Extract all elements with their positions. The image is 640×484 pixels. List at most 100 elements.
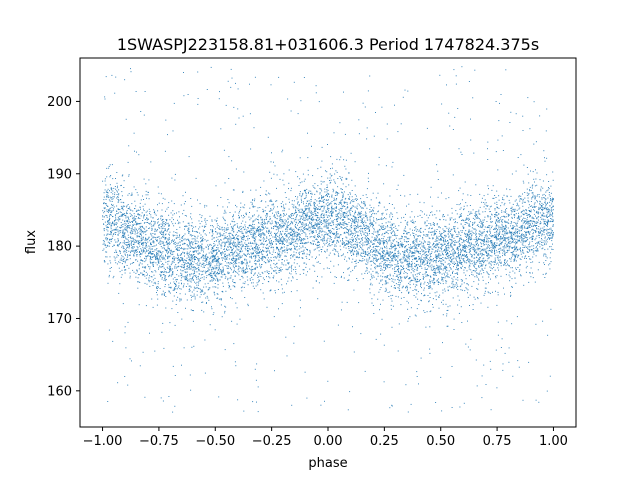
data-point — [483, 261, 485, 263]
data-point — [425, 271, 427, 272]
data-point — [473, 250, 475, 252]
data-point — [317, 245, 319, 247]
data-point — [269, 259, 271, 261]
data-point — [445, 269, 447, 271]
data-point — [456, 222, 458, 224]
data-point — [331, 211, 332, 213]
data-point — [262, 250, 264, 252]
data-point — [161, 219, 163, 221]
data-point — [197, 241, 199, 243]
data-point — [308, 192, 309, 193]
data-point — [232, 260, 234, 261]
data-point — [382, 233, 384, 235]
data-point — [400, 276, 402, 278]
data-point — [256, 363, 258, 365]
data-point — [198, 244, 200, 246]
data-point — [234, 251, 236, 253]
data-point — [387, 253, 389, 255]
data-point — [156, 244, 157, 246]
data-point — [222, 241, 224, 243]
data-point — [535, 178, 537, 180]
data-point — [361, 217, 363, 219]
data-point — [316, 190, 318, 192]
data-point — [107, 241, 109, 243]
data-point — [312, 227, 314, 229]
data-point — [252, 269, 253, 270]
data-point — [313, 236, 315, 238]
data-point — [303, 203, 304, 205]
data-point — [354, 236, 355, 238]
data-point — [521, 234, 522, 236]
data-point — [416, 244, 418, 246]
data-point — [420, 228, 421, 230]
data-point — [402, 261, 404, 263]
data-point — [307, 229, 309, 230]
data-point — [443, 241, 445, 243]
data-point — [358, 220, 360, 222]
data-point — [394, 267, 396, 269]
data-point — [223, 248, 225, 250]
data-point — [455, 221, 456, 223]
data-point — [132, 250, 134, 252]
data-point — [243, 214, 244, 216]
data-point — [234, 285, 235, 287]
data-point — [262, 222, 263, 223]
data-point — [335, 210, 337, 212]
data-point — [254, 198, 256, 200]
data-point — [177, 253, 178, 255]
data-point — [261, 243, 263, 245]
data-point — [185, 191, 186, 193]
data-point — [286, 239, 288, 241]
data-point — [345, 178, 347, 180]
data-point — [266, 194, 268, 196]
data-point — [405, 259, 407, 261]
data-point — [286, 226, 288, 228]
data-point — [222, 252, 224, 254]
data-point — [518, 205, 520, 207]
data-point — [296, 233, 298, 235]
data-point — [481, 249, 483, 250]
data-point — [529, 258, 530, 260]
data-point — [523, 214, 525, 216]
data-point — [286, 283, 287, 285]
data-point — [411, 264, 413, 266]
data-point — [539, 115, 541, 117]
data-point — [314, 193, 316, 195]
data-point — [270, 242, 272, 244]
data-point — [550, 192, 552, 194]
data-point — [375, 259, 377, 261]
data-point — [257, 386, 259, 388]
data-point — [176, 236, 178, 238]
data-point — [461, 248, 463, 250]
data-point — [376, 260, 377, 262]
data-point — [361, 230, 363, 232]
data-point — [299, 299, 301, 301]
data-point — [256, 282, 258, 284]
data-point — [382, 242, 384, 244]
data-point — [255, 243, 257, 245]
data-point — [465, 244, 467, 246]
data-point — [406, 264, 408, 266]
data-point — [454, 284, 456, 286]
data-point — [523, 222, 525, 224]
data-point — [161, 294, 163, 296]
data-point — [422, 231, 424, 233]
data-point — [398, 252, 400, 254]
data-point — [304, 225, 306, 227]
data-point — [290, 257, 292, 259]
data-point — [308, 226, 310, 228]
data-point — [128, 225, 129, 227]
data-point — [183, 247, 185, 249]
data-point — [549, 375, 551, 377]
data-point — [524, 257, 525, 259]
data-point — [241, 215, 242, 217]
data-point — [148, 266, 150, 268]
data-point — [190, 198, 192, 199]
data-point — [356, 278, 358, 279]
data-point — [543, 229, 545, 231]
data-point — [491, 244, 493, 246]
data-point — [423, 240, 425, 242]
data-point — [368, 226, 370, 228]
data-point — [380, 255, 382, 257]
data-point — [191, 238, 193, 240]
